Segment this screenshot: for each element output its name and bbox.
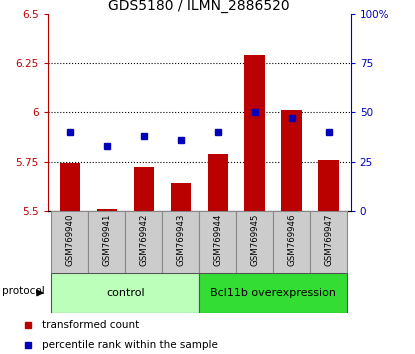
Text: GSM769943: GSM769943 — [176, 214, 185, 266]
Text: GSM769942: GSM769942 — [139, 214, 148, 266]
Text: GSM769946: GSM769946 — [287, 214, 296, 266]
Bar — [51, 273, 199, 313]
Bar — [51, 211, 88, 273]
Bar — [310, 211, 347, 273]
Bar — [273, 211, 310, 273]
Bar — [88, 211, 125, 273]
Text: GSM769944: GSM769944 — [213, 214, 222, 266]
Bar — [318, 160, 339, 211]
Text: GSM769940: GSM769940 — [66, 214, 74, 266]
Text: GSM769947: GSM769947 — [324, 214, 333, 266]
Bar — [60, 164, 80, 211]
Text: control: control — [106, 288, 144, 298]
Title: GDS5180 / ILMN_2886520: GDS5180 / ILMN_2886520 — [108, 0, 290, 13]
Text: percentile rank within the sample: percentile rank within the sample — [42, 340, 218, 350]
Bar — [236, 211, 273, 273]
Bar — [199, 273, 347, 313]
Text: GSM769941: GSM769941 — [103, 214, 111, 266]
Bar — [171, 183, 191, 211]
Bar — [281, 110, 302, 211]
Text: transformed count: transformed count — [42, 320, 139, 330]
Bar — [162, 211, 199, 273]
Bar — [134, 167, 154, 211]
Text: GSM769945: GSM769945 — [250, 214, 259, 266]
Text: protocol: protocol — [2, 286, 45, 296]
Bar — [125, 211, 162, 273]
Text: Bcl11b overexpression: Bcl11b overexpression — [210, 288, 336, 298]
Bar — [244, 56, 265, 211]
Bar — [199, 211, 236, 273]
Bar — [208, 154, 228, 211]
Bar — [97, 209, 117, 211]
